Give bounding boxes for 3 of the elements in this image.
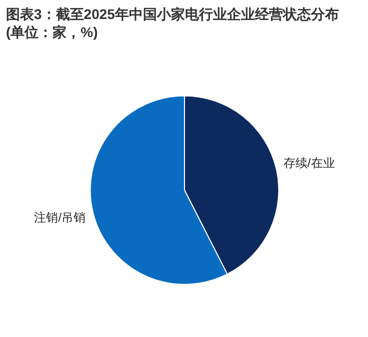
slice-label: 注销/吊销: [34, 210, 86, 224]
slice-label: 存续/在业: [283, 156, 335, 170]
chart-title: 图表3：截至2025年中国小家电行业企业经营状态分布(单位：家，%): [6, 5, 340, 41]
